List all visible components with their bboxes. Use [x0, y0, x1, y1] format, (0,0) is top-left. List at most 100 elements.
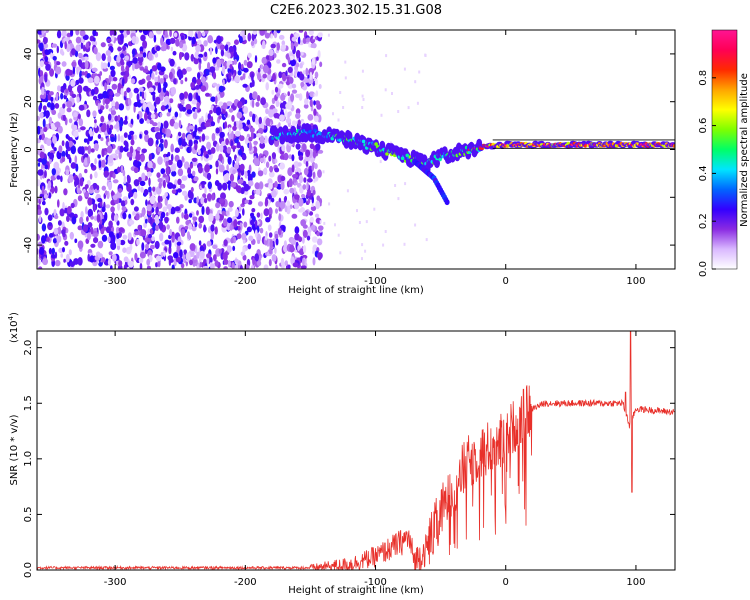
noise-cell	[270, 43, 276, 49]
noise-cell	[281, 62, 287, 68]
noise-cell	[64, 41, 67, 50]
noise-cell	[173, 32, 178, 38]
noise-cell	[240, 76, 244, 81]
noise-cell	[184, 52, 190, 61]
noise-cell	[74, 177, 80, 186]
noise-cell	[63, 188, 68, 196]
noise-cell	[306, 91, 309, 100]
noise-cell	[303, 177, 307, 183]
noise-cell	[227, 52, 231, 59]
noise-cell	[215, 106, 222, 116]
spectrogram-ytick-label: 0	[23, 146, 34, 152]
noise-cell	[84, 46, 91, 53]
noise-cell	[134, 252, 138, 261]
noise-cell	[37, 125, 41, 135]
noise-cell	[87, 197, 93, 206]
noise-cell	[218, 153, 223, 162]
noise-cell	[97, 253, 103, 259]
noise-cell	[287, 66, 293, 73]
noise-cell	[216, 44, 220, 49]
noise-cell	[339, 251, 342, 255]
noise-cell	[52, 135, 57, 144]
noise-cell	[201, 205, 205, 215]
noise-cell	[100, 219, 103, 225]
noise-cell	[195, 44, 202, 53]
noise-cell	[263, 264, 269, 269]
spectrogram-xtick-label: -100	[364, 276, 387, 287]
noise-cell	[305, 37, 311, 43]
noise-cell	[129, 244, 133, 251]
noise-cell	[189, 163, 194, 169]
noise-cell	[221, 65, 226, 75]
noise-cell	[109, 30, 116, 37]
noise-cell	[315, 143, 321, 151]
noise-cell	[290, 93, 295, 102]
noise-cell	[135, 153, 141, 162]
noise-cell	[41, 235, 46, 244]
noise-cell	[127, 134, 132, 141]
noise-cell	[130, 198, 135, 206]
noise-cell	[48, 91, 54, 96]
noise-cell	[309, 143, 315, 150]
noise-cell	[234, 130, 241, 137]
noise-cell	[204, 164, 211, 173]
noise-cell	[176, 243, 181, 253]
noise-cell	[142, 68, 149, 73]
noise-cell	[55, 92, 59, 102]
noise-cell	[307, 198, 311, 204]
noise-cell	[297, 36, 301, 45]
noise-cell	[90, 215, 94, 220]
colorbar-ticks: 0.0 0.2 0.4 0.6 0.8	[698, 70, 716, 277]
noise-cell	[212, 71, 217, 80]
snr-ylabel: SNR (10 * v/v)	[9, 414, 20, 485]
noise-cell	[308, 30, 314, 36]
noise-cell	[198, 53, 204, 58]
noise-cell	[280, 44, 287, 50]
noise-cell	[42, 118, 46, 128]
snr-ytick-label: 0.5	[23, 506, 34, 522]
noise-cell	[231, 114, 235, 122]
noise-cell	[41, 86, 45, 96]
noise-cell	[118, 227, 125, 233]
noise-cell	[276, 92, 280, 97]
noise-cell	[61, 140, 65, 147]
noise-cell	[107, 155, 114, 164]
noise-cell	[300, 219, 307, 227]
noise-cell	[281, 40, 286, 46]
noise-cell	[39, 134, 42, 140]
noise-cell	[295, 143, 301, 150]
noise-cell	[119, 30, 124, 34]
noise-cell	[165, 166, 170, 175]
noise-cell	[39, 112, 44, 119]
noise-cell	[187, 167, 191, 175]
noise-cell	[226, 164, 229, 171]
noise-cell	[67, 140, 74, 147]
noise-cell	[101, 148, 105, 158]
noise-cell	[293, 33, 300, 38]
noise-cell	[228, 126, 231, 135]
noise-cell	[66, 43, 71, 53]
signal-core	[672, 144, 675, 148]
noise-cell	[243, 59, 248, 66]
noise-cell	[162, 173, 167, 178]
noise-cell	[308, 43, 311, 48]
noise-cell	[39, 70, 44, 77]
snr-ytick-label: 1.0	[23, 451, 34, 467]
noise-cell	[271, 152, 276, 160]
noise-cell	[302, 37, 307, 44]
noise-cell	[80, 126, 86, 131]
noise-cell	[176, 216, 180, 224]
noise-cell	[275, 264, 278, 269]
noise-cell	[40, 132, 46, 141]
noise-cell	[313, 93, 316, 97]
noise-cell	[140, 34, 146, 42]
noise-cell	[42, 105, 47, 111]
noise-cell	[148, 87, 154, 93]
noise-cell	[178, 36, 182, 41]
noise-cell	[258, 116, 262, 125]
noise-cell	[192, 130, 197, 138]
noise-cell	[290, 42, 294, 51]
noise-cell	[389, 141, 392, 145]
noise-cell	[197, 95, 201, 104]
noise-cell	[180, 35, 185, 41]
